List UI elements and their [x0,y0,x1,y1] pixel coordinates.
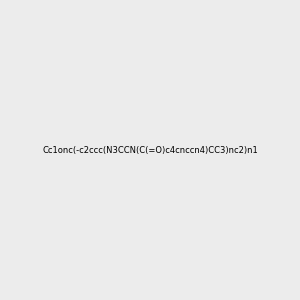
Text: Cc1onc(-c2ccc(N3CCN(C(=O)c4cnccn4)CC3)nc2)n1: Cc1onc(-c2ccc(N3CCN(C(=O)c4cnccn4)CC3)nc… [42,146,258,154]
